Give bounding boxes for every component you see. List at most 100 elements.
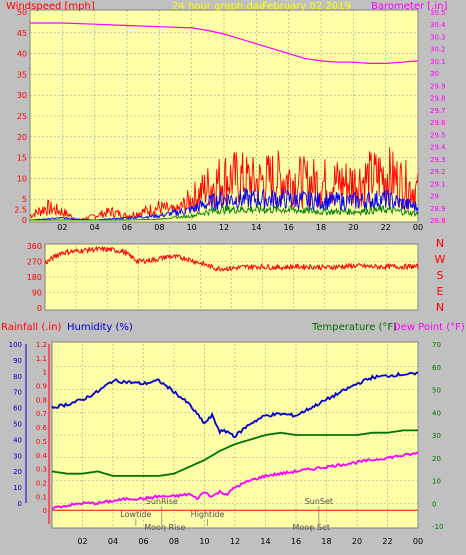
barometer-tick-label: 30.2 xyxy=(430,46,446,54)
rain-tick-label: 0.4 xyxy=(36,452,48,460)
barometer-tick-label: 29.4 xyxy=(430,144,446,152)
climate-x-tick-label: 00 xyxy=(413,537,423,546)
rain-tick-label: 1.1 xyxy=(36,355,47,363)
wind-tick-label: 45 xyxy=(17,29,27,38)
humidity-tick-label: 40 xyxy=(13,436,22,444)
barometer-tick-label: 29.8 xyxy=(430,95,446,103)
wind-x-tick-label: 10 xyxy=(187,223,197,232)
barometer-tick-label: 29.3 xyxy=(430,156,446,164)
compass-label: S xyxy=(437,269,444,282)
wind-tick-label: 15 xyxy=(17,154,27,163)
humidity-series xyxy=(51,371,419,439)
climate-x-tick-label: 18 xyxy=(321,537,331,546)
wind-direction-series xyxy=(44,245,419,272)
wind-x-tick-label: 14 xyxy=(251,223,261,232)
wind-x-tick-label: 02 xyxy=(57,223,67,232)
wind-tick-label: 35 xyxy=(17,70,27,79)
rain-tick-label: 1 xyxy=(43,369,47,377)
temperature-tick-label: -10 xyxy=(432,523,443,531)
humidity-tick-label: 50 xyxy=(13,421,22,429)
climate-x-tick-label: 16 xyxy=(291,537,301,546)
wind-x-tick-label: 16 xyxy=(284,223,294,232)
barometer-series xyxy=(30,22,419,65)
rain-tick-label: 1.2 xyxy=(36,341,47,349)
barometer-tick-label: 30.1 xyxy=(430,58,446,66)
barometer-tick-label: 30.5 xyxy=(430,9,446,17)
wind-x-tick-label: 22 xyxy=(381,223,391,232)
humidity-tick-label: 20 xyxy=(13,468,22,476)
barometer-tick-label: 29.5 xyxy=(430,131,446,139)
climate-x-tick-label: 08 xyxy=(169,537,179,546)
direction-tick-label: 270 xyxy=(27,258,42,267)
dewpoint-series xyxy=(51,451,419,510)
direction-tick-label: 180 xyxy=(27,273,42,282)
direction-tick-label: 360 xyxy=(27,242,42,251)
barometer-tick-label: 29.7 xyxy=(430,107,446,115)
temperature-series xyxy=(51,429,418,477)
barometer-tick-label: 29.2 xyxy=(430,168,446,176)
rain-tick-label: 0.3 xyxy=(36,466,47,474)
temperature-tick-label: 30 xyxy=(432,432,441,440)
wind-x-tick-label: 06 xyxy=(122,223,132,232)
temperature-axis-title: Temperature (°F) xyxy=(311,322,397,333)
compass-label: N xyxy=(436,237,444,250)
barometer-tick-label: 30.4 xyxy=(430,21,446,29)
rainfall-axis-title: Rainfall (.in) xyxy=(1,322,62,333)
barometer-tick-label: 29.1 xyxy=(430,180,446,188)
humidity-tick-label: 80 xyxy=(13,373,22,381)
barometer-tick-label: 29.9 xyxy=(430,82,446,90)
wind-average-series xyxy=(30,204,419,221)
humidity-tick-label: 30 xyxy=(13,452,22,460)
event-label: Hightide xyxy=(191,510,225,519)
climate-x-tick-label: 10 xyxy=(199,537,209,546)
wind-tick-label: 25 xyxy=(17,112,27,121)
event-label: Moon Rise xyxy=(144,523,185,532)
direction-tick-label: 90 xyxy=(32,289,42,298)
temperature-tick-label: 40 xyxy=(432,409,441,417)
wind-tick-label: 0 xyxy=(22,216,27,225)
temperature-tick-label: 70 xyxy=(432,341,441,349)
chart-date: February 02 2019 xyxy=(262,1,351,12)
temperature-tick-label: 10 xyxy=(432,478,441,486)
temperature-tick-label: 0 xyxy=(432,500,436,508)
wind-tick-label: 50 xyxy=(17,8,27,17)
wind-tick-label: 30 xyxy=(17,91,27,100)
humidity-tick-label: 60 xyxy=(13,405,22,413)
rain-tick-label: 0.1 xyxy=(36,493,47,501)
rain-tick-label: 0.6 xyxy=(36,424,48,432)
wind-x-tick-label: 20 xyxy=(348,223,358,232)
event-label: Moon Set xyxy=(293,523,330,532)
compass-label: N xyxy=(436,301,444,314)
windspeed-axis-title: Windspeed [mph] xyxy=(6,1,95,12)
compass-label: W xyxy=(435,253,446,266)
barometer-tick-label: 30.3 xyxy=(430,33,446,41)
wind-x-tick-label: 18 xyxy=(316,223,326,232)
climate-x-tick-label: 06 xyxy=(138,537,148,546)
climate-x-tick-label: 20 xyxy=(352,537,362,546)
wind-x-tick-label: 08 xyxy=(154,223,164,232)
wind-tick-label: 5 xyxy=(22,195,27,204)
barometer-tick-label: 30 xyxy=(430,70,439,78)
wind-x-tick-label: 00 xyxy=(413,223,423,232)
rain-tick-label: 0 xyxy=(43,507,47,515)
rain-tick-label: 0.2 xyxy=(36,479,47,487)
humidity-tick-label: 10 xyxy=(13,484,22,492)
humidity-tick-label: 0 xyxy=(18,500,22,508)
wind-tick-label: 20 xyxy=(17,133,27,142)
humidity-tick-label: 90 xyxy=(13,357,22,365)
barometer-tick-label: 28.8 xyxy=(430,217,446,225)
temperature-tick-label: 50 xyxy=(432,387,441,395)
rain-tick-label: 0.9 xyxy=(36,383,47,391)
rain-tick-label: 0.5 xyxy=(36,438,47,446)
temperature-tick-label: 60 xyxy=(432,364,441,372)
barometer-tick-label: 29.6 xyxy=(430,119,446,127)
humidity-tick-label: 70 xyxy=(13,389,22,397)
rain-tick-label: 0.8 xyxy=(36,396,47,404)
climate-x-tick-label: 22 xyxy=(382,537,392,546)
climate-x-tick-label: 12 xyxy=(230,537,240,546)
barometer-tick-label: 29 xyxy=(430,193,439,201)
wind-x-tick-label: 04 xyxy=(90,223,100,232)
humidity-axis-title: Humidity (%) xyxy=(67,322,133,333)
